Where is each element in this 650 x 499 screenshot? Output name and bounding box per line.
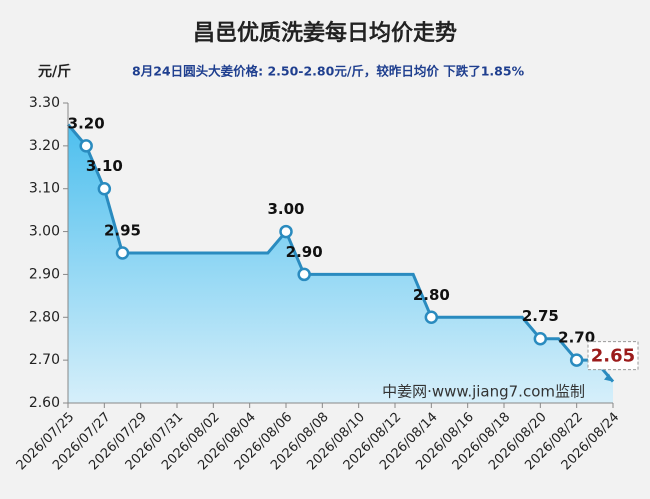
value-label: 2.90 bbox=[286, 243, 323, 261]
y-tick-label: 3.20 bbox=[29, 138, 60, 154]
value-label: 2.70 bbox=[558, 329, 595, 347]
point bbox=[533, 331, 548, 346]
value-label: 3.10 bbox=[86, 157, 123, 175]
point bbox=[79, 139, 93, 153]
highlight-box bbox=[587, 341, 639, 371]
y-tick-label: 3.10 bbox=[29, 181, 60, 197]
value-label: 3.00 bbox=[267, 200, 304, 218]
y-tick-label: 3.30 bbox=[29, 95, 60, 111]
y-tick-label: 2.70 bbox=[29, 352, 60, 368]
subtitle: 8月24日圆头大姜价格: 2.50-2.80元/斤，较昨日均价 下跌了1.85% bbox=[132, 64, 525, 79]
line bbox=[66, 123, 615, 383]
arrow-head bbox=[604, 373, 613, 382]
y-axis-label: 元/斤 bbox=[38, 63, 71, 80]
value-label: 3.20 bbox=[68, 114, 105, 132]
chart-title: 昌邑优质洗姜每日均价走势 bbox=[193, 20, 457, 46]
y-tick-label: 2.80 bbox=[29, 309, 60, 325]
value-label: 2.95 bbox=[104, 222, 141, 240]
value-label: 2.80 bbox=[413, 286, 450, 304]
annotation: 中姜网·www.jiang7.com监制 bbox=[382, 383, 585, 401]
point bbox=[279, 224, 293, 239]
point bbox=[424, 310, 439, 325]
point bbox=[115, 246, 130, 260]
y-tick-label: 2.60 bbox=[29, 395, 60, 411]
y-tick-label: 3.00 bbox=[29, 224, 60, 240]
value-label: 2.65 bbox=[591, 346, 635, 367]
area bbox=[68, 124, 613, 403]
point bbox=[297, 267, 311, 282]
point bbox=[569, 353, 584, 367]
value-label: 2.75 bbox=[522, 307, 559, 325]
y-tick-label: 2.90 bbox=[29, 266, 60, 282]
point bbox=[97, 181, 112, 196]
